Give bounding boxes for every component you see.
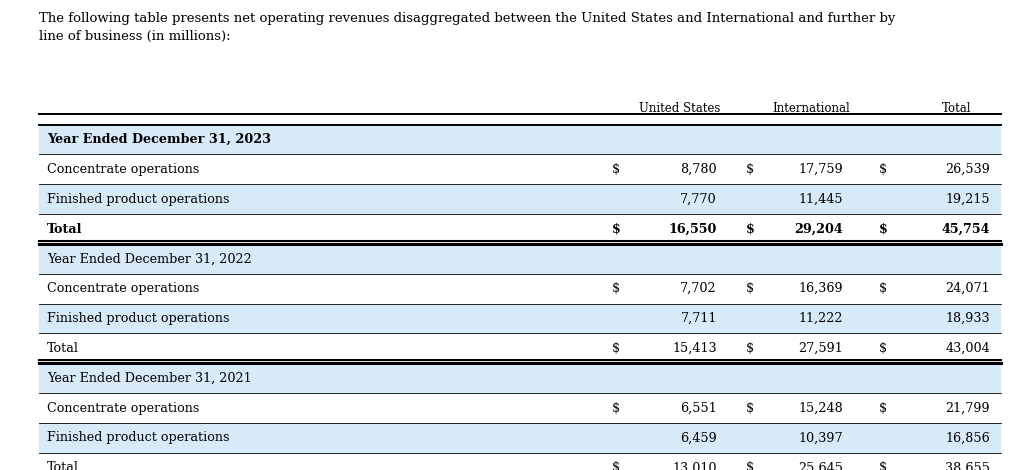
Bar [39, 334, 1001, 363]
Text: Concentrate operations: Concentrate operations [47, 282, 200, 295]
Text: 25,645: 25,645 [798, 461, 843, 470]
Text: 8,780: 8,780 [680, 163, 717, 176]
Text: 11,222: 11,222 [799, 312, 843, 325]
Text: 18,933: 18,933 [945, 312, 990, 325]
Text: Concentrate operations: Concentrate operations [47, 163, 200, 176]
Text: 38,655: 38,655 [945, 461, 990, 470]
Bar [39, 304, 1001, 334]
Text: The following table presents net operating revenues disaggregated between the Un: The following table presents net operati… [39, 12, 895, 43]
Text: United States: United States [639, 102, 721, 115]
Text: $: $ [612, 342, 621, 355]
Text: 16,369: 16,369 [798, 282, 843, 295]
Text: $: $ [745, 342, 754, 355]
Text: $: $ [745, 401, 754, 415]
Text: Year Ended December 31, 2021: Year Ended December 31, 2021 [47, 372, 252, 385]
Text: 13,010: 13,010 [673, 461, 717, 470]
Text: 26,539: 26,539 [945, 163, 990, 176]
Text: $: $ [745, 163, 754, 176]
Text: $: $ [612, 461, 621, 470]
Text: 11,445: 11,445 [798, 193, 843, 206]
Bar [39, 274, 1001, 304]
Text: 19,215: 19,215 [945, 193, 990, 206]
Text: Finished product operations: Finished product operations [47, 312, 229, 325]
Bar [39, 393, 1001, 423]
Text: $: $ [612, 163, 621, 176]
Bar [39, 214, 1001, 244]
Bar [39, 154, 1001, 184]
Text: 29,204: 29,204 [794, 222, 843, 235]
Bar [39, 125, 1001, 154]
Text: 7,702: 7,702 [680, 282, 717, 295]
Bar [39, 184, 1001, 214]
Text: Year Ended December 31, 2023: Year Ended December 31, 2023 [47, 133, 271, 146]
Text: 16,856: 16,856 [945, 431, 990, 445]
Text: $: $ [879, 222, 888, 235]
Text: 7,770: 7,770 [680, 193, 717, 206]
Text: Total: Total [47, 342, 79, 355]
Bar [39, 423, 1001, 453]
Text: 43,004: 43,004 [945, 342, 990, 355]
Text: 15,413: 15,413 [672, 342, 717, 355]
Text: Finished product operations: Finished product operations [47, 193, 229, 206]
Text: 24,071: 24,071 [945, 282, 990, 295]
Text: $: $ [879, 342, 887, 355]
Text: International: International [772, 102, 850, 115]
Bar [39, 363, 1001, 393]
Text: $: $ [879, 461, 887, 470]
Text: $: $ [612, 222, 622, 235]
Text: Concentrate operations: Concentrate operations [47, 401, 200, 415]
Text: 15,248: 15,248 [798, 401, 843, 415]
Text: 27,591: 27,591 [798, 342, 843, 355]
Text: $: $ [612, 282, 621, 295]
Text: 45,754: 45,754 [942, 222, 990, 235]
Text: Total: Total [942, 102, 971, 115]
Text: $: $ [745, 282, 754, 295]
Text: $: $ [879, 163, 887, 176]
Bar [39, 453, 1001, 470]
Text: Total: Total [47, 461, 79, 470]
Text: 7,711: 7,711 [680, 312, 717, 325]
Text: 16,550: 16,550 [669, 222, 717, 235]
Text: Total: Total [47, 222, 83, 235]
Text: $: $ [612, 401, 621, 415]
Text: $: $ [879, 282, 887, 295]
Text: 6,459: 6,459 [680, 431, 717, 445]
Text: 21,799: 21,799 [945, 401, 990, 415]
Text: Year Ended December 31, 2022: Year Ended December 31, 2022 [47, 252, 252, 266]
Text: $: $ [745, 461, 754, 470]
Text: 17,759: 17,759 [798, 163, 843, 176]
Text: Finished product operations: Finished product operations [47, 431, 229, 445]
Text: 6,551: 6,551 [680, 401, 717, 415]
Text: $: $ [745, 222, 755, 235]
Text: $: $ [879, 401, 887, 415]
Text: 10,397: 10,397 [798, 431, 843, 445]
Bar [39, 244, 1001, 274]
